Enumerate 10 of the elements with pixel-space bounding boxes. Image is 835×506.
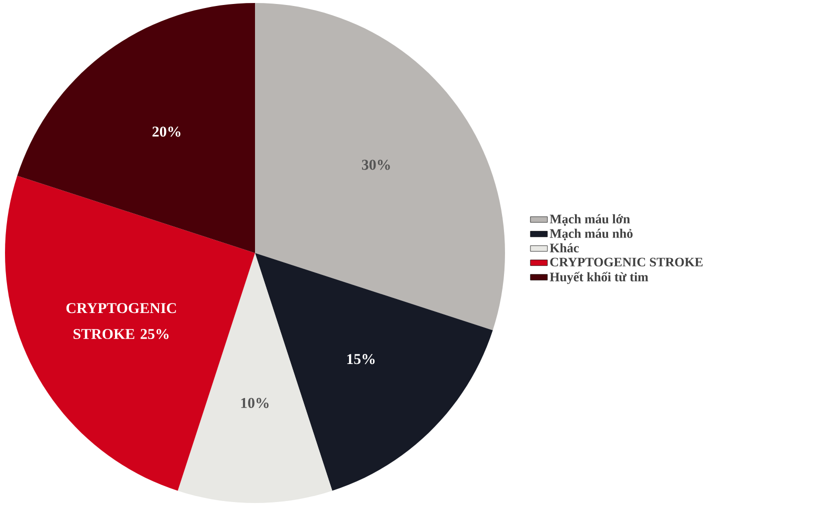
data-label: CRYPTOGENIC STROKE 25% xyxy=(66,303,176,340)
data-label: 30% xyxy=(362,160,390,170)
data-label: 20% xyxy=(152,126,180,137)
legend-label: Khác xyxy=(550,243,579,252)
data-label: 10% xyxy=(241,398,269,408)
legend-label: Mạch máu lớn xyxy=(550,214,630,226)
legend-label: Huyết khối từ tim xyxy=(550,272,648,284)
legend-label: CRYPTOGENIC STROKE xyxy=(550,258,703,266)
data-label: 15% xyxy=(347,354,375,364)
legend-label: Mạch máu nhỏ xyxy=(550,228,633,240)
